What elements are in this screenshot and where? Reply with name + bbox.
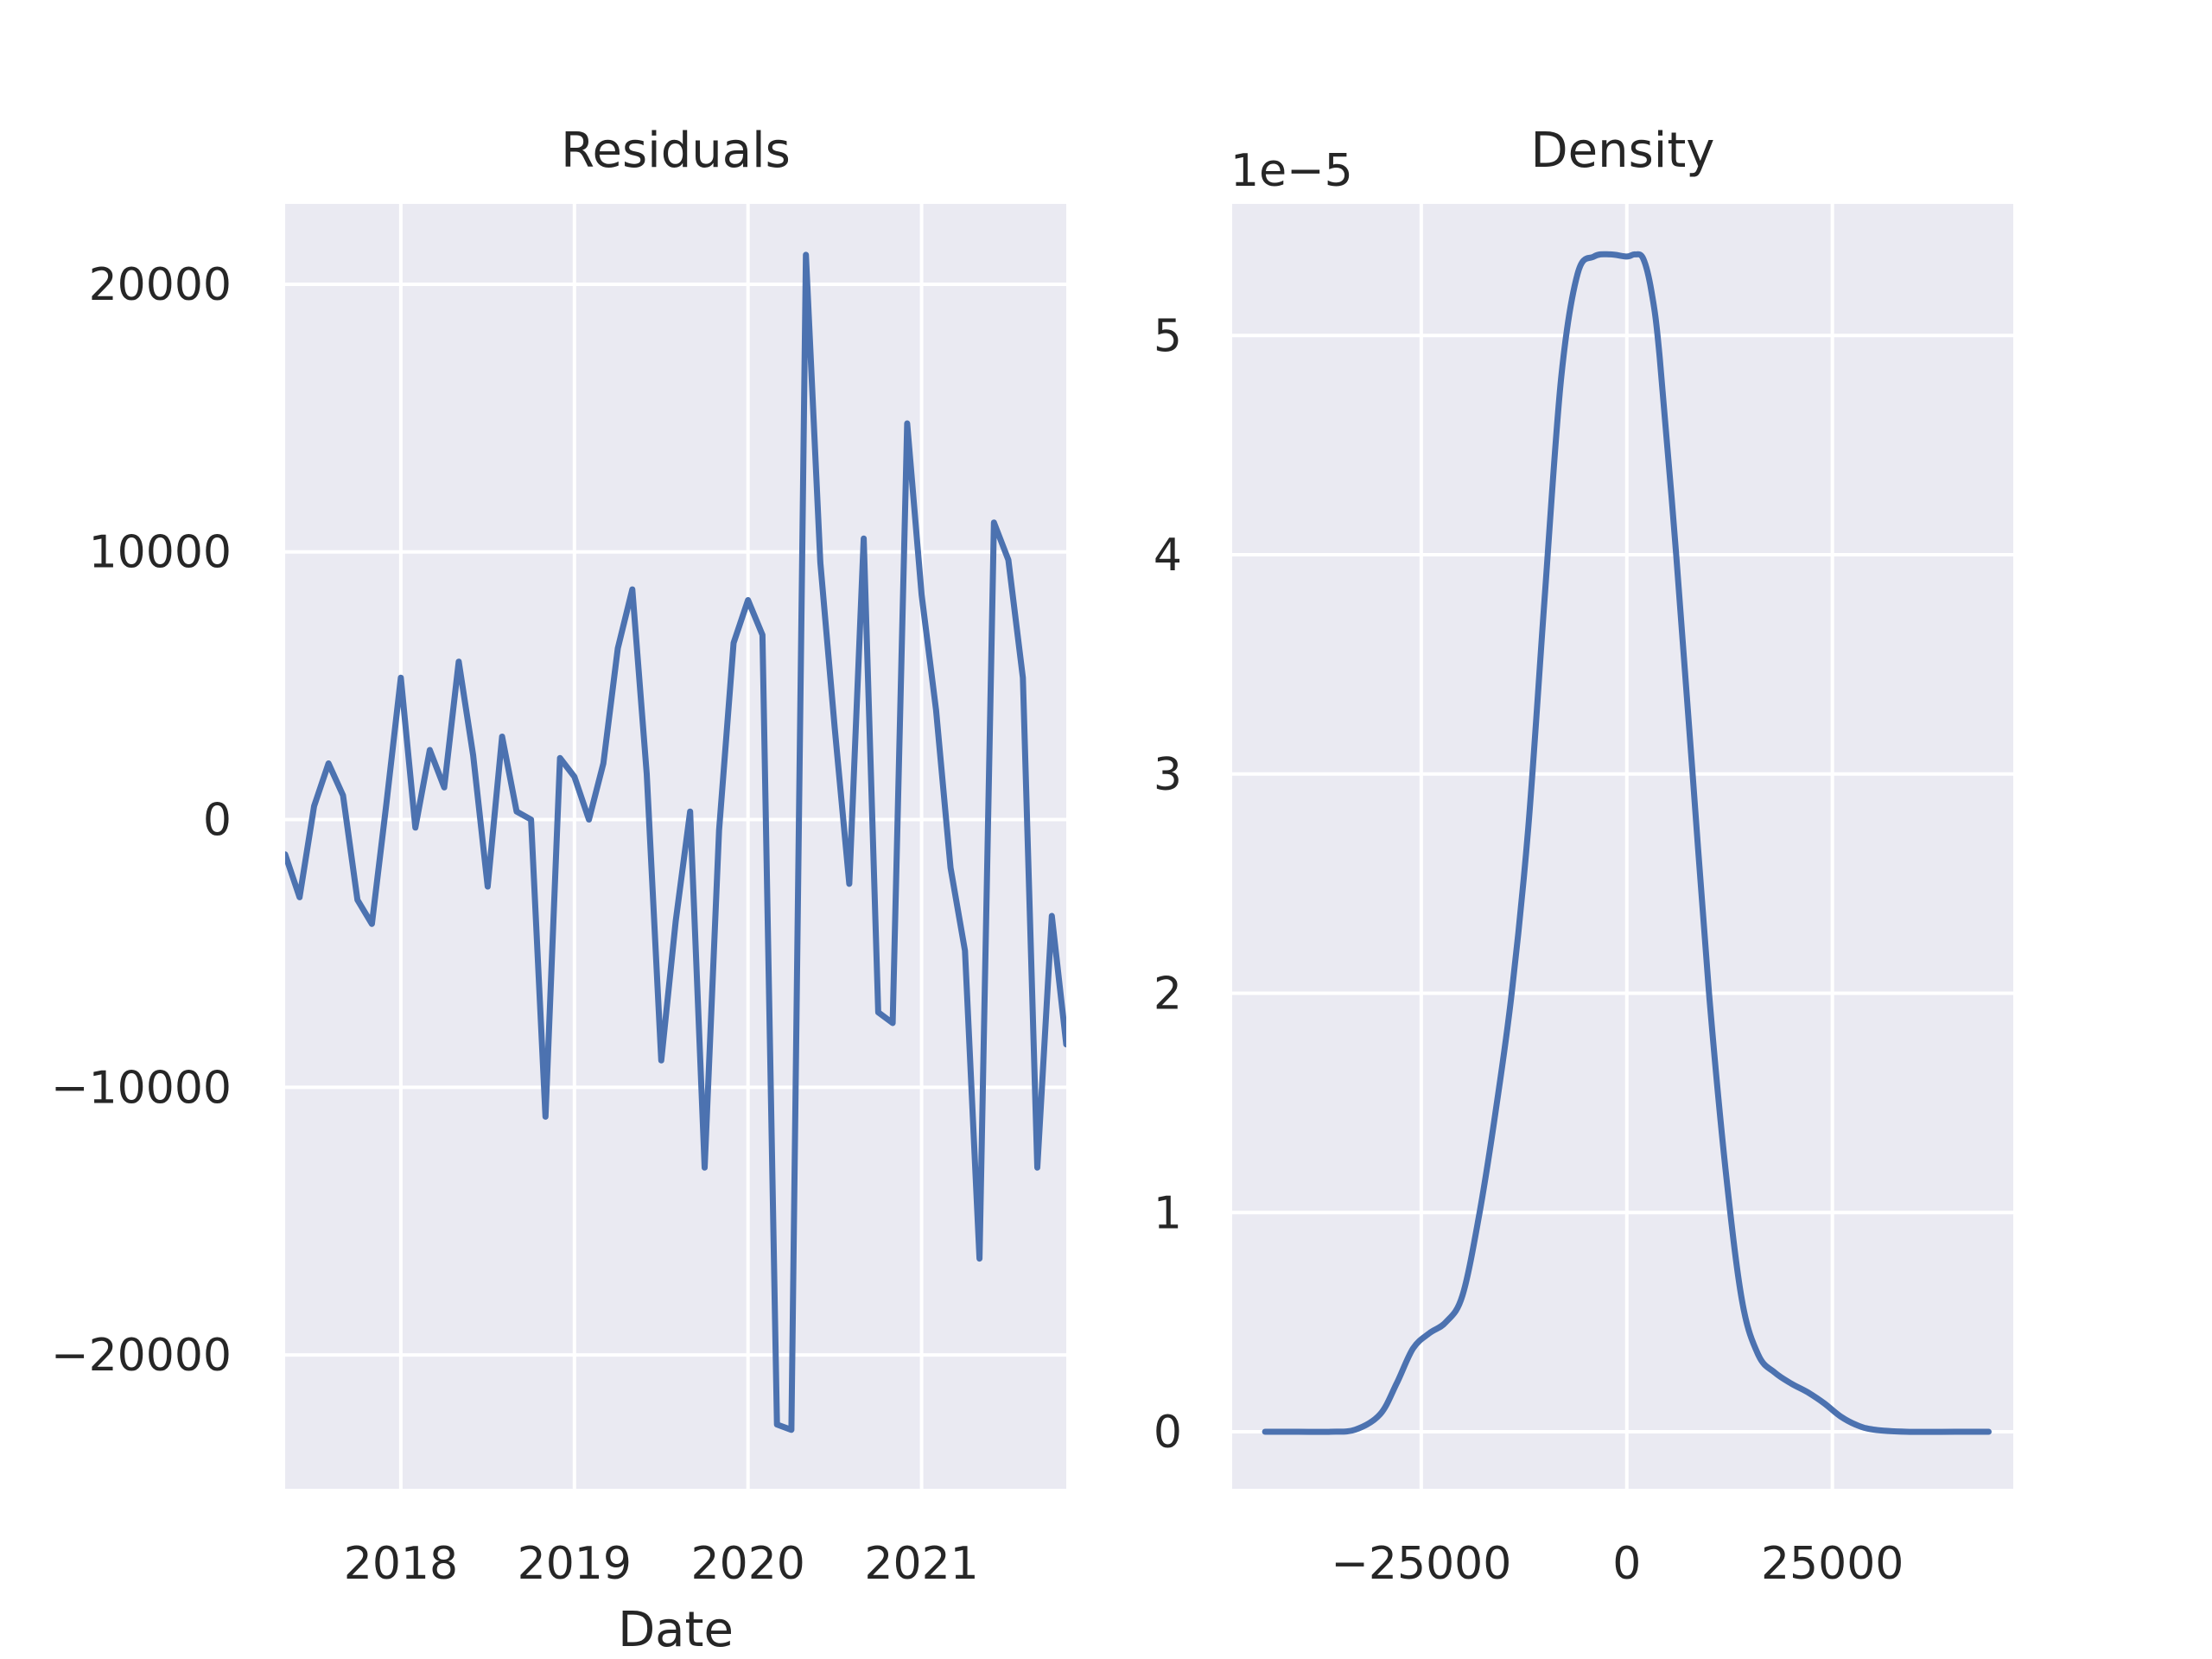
residuals-x-tick-label: 2018	[344, 1538, 458, 1590]
residuals-y-tick-label: −10000	[51, 1062, 232, 1114]
density-line	[1262, 251, 1992, 1435]
residuals-y-tick-label: 0	[203, 795, 232, 847]
residuals-x-ticks: 2018 2019 2020 2021	[344, 1538, 979, 1590]
density-y-tick-label: 2	[1154, 969, 1182, 1020]
residuals-y-ticks: 20000 10000 0 −10000 −20000	[51, 259, 232, 1382]
residuals-plot-area	[285, 204, 1066, 1489]
residuals-y-tick-label: −20000	[51, 1330, 232, 1382]
residuals-grid	[285, 204, 1066, 1489]
density-offset-text: 1e−5	[1230, 145, 1353, 197]
density-y-tick-label: 0	[1154, 1407, 1182, 1459]
residuals-line	[285, 251, 1066, 1433]
density-grid	[1232, 204, 2013, 1489]
density-title: Density	[1531, 123, 1715, 179]
density-y-tick-label: 4	[1154, 530, 1182, 582]
density-y-tick-label: 5	[1154, 310, 1182, 362]
residuals-y-tick-label: 10000	[89, 527, 232, 579]
density-x-tick-label: 0	[1612, 1538, 1641, 1590]
residuals-x-tick-label: 2020	[691, 1538, 805, 1590]
density-x-tick-label: −25000	[1331, 1538, 1511, 1590]
density-y-tick-label: 3	[1154, 749, 1182, 801]
residuals-y-tick-label: 20000	[89, 259, 232, 311]
density-panel: −25000 0 25000 0 1 2 3 4 5 Density 1e−5	[1154, 123, 2013, 1590]
residuals-x-axis-label: Date	[618, 1602, 734, 1658]
density-x-ticks: −25000 0 25000	[1331, 1538, 1904, 1590]
density-y-tick-label: 1	[1154, 1187, 1182, 1239]
residuals-x-tick-label: 2021	[864, 1538, 978, 1590]
density-y-ticks: 0 1 2 3 4 5	[1154, 310, 1182, 1459]
residuals-x-tick-label: 2019	[518, 1538, 632, 1590]
residuals-panel: 2018 2019 2020 2021 20000 10000 0 −10000 −20000…	[51, 123, 1066, 1658]
residuals-title: Residuals	[561, 123, 791, 179]
density-x-tick-label: 25000	[1761, 1538, 1904, 1590]
density-plot-area	[1232, 204, 2013, 1489]
